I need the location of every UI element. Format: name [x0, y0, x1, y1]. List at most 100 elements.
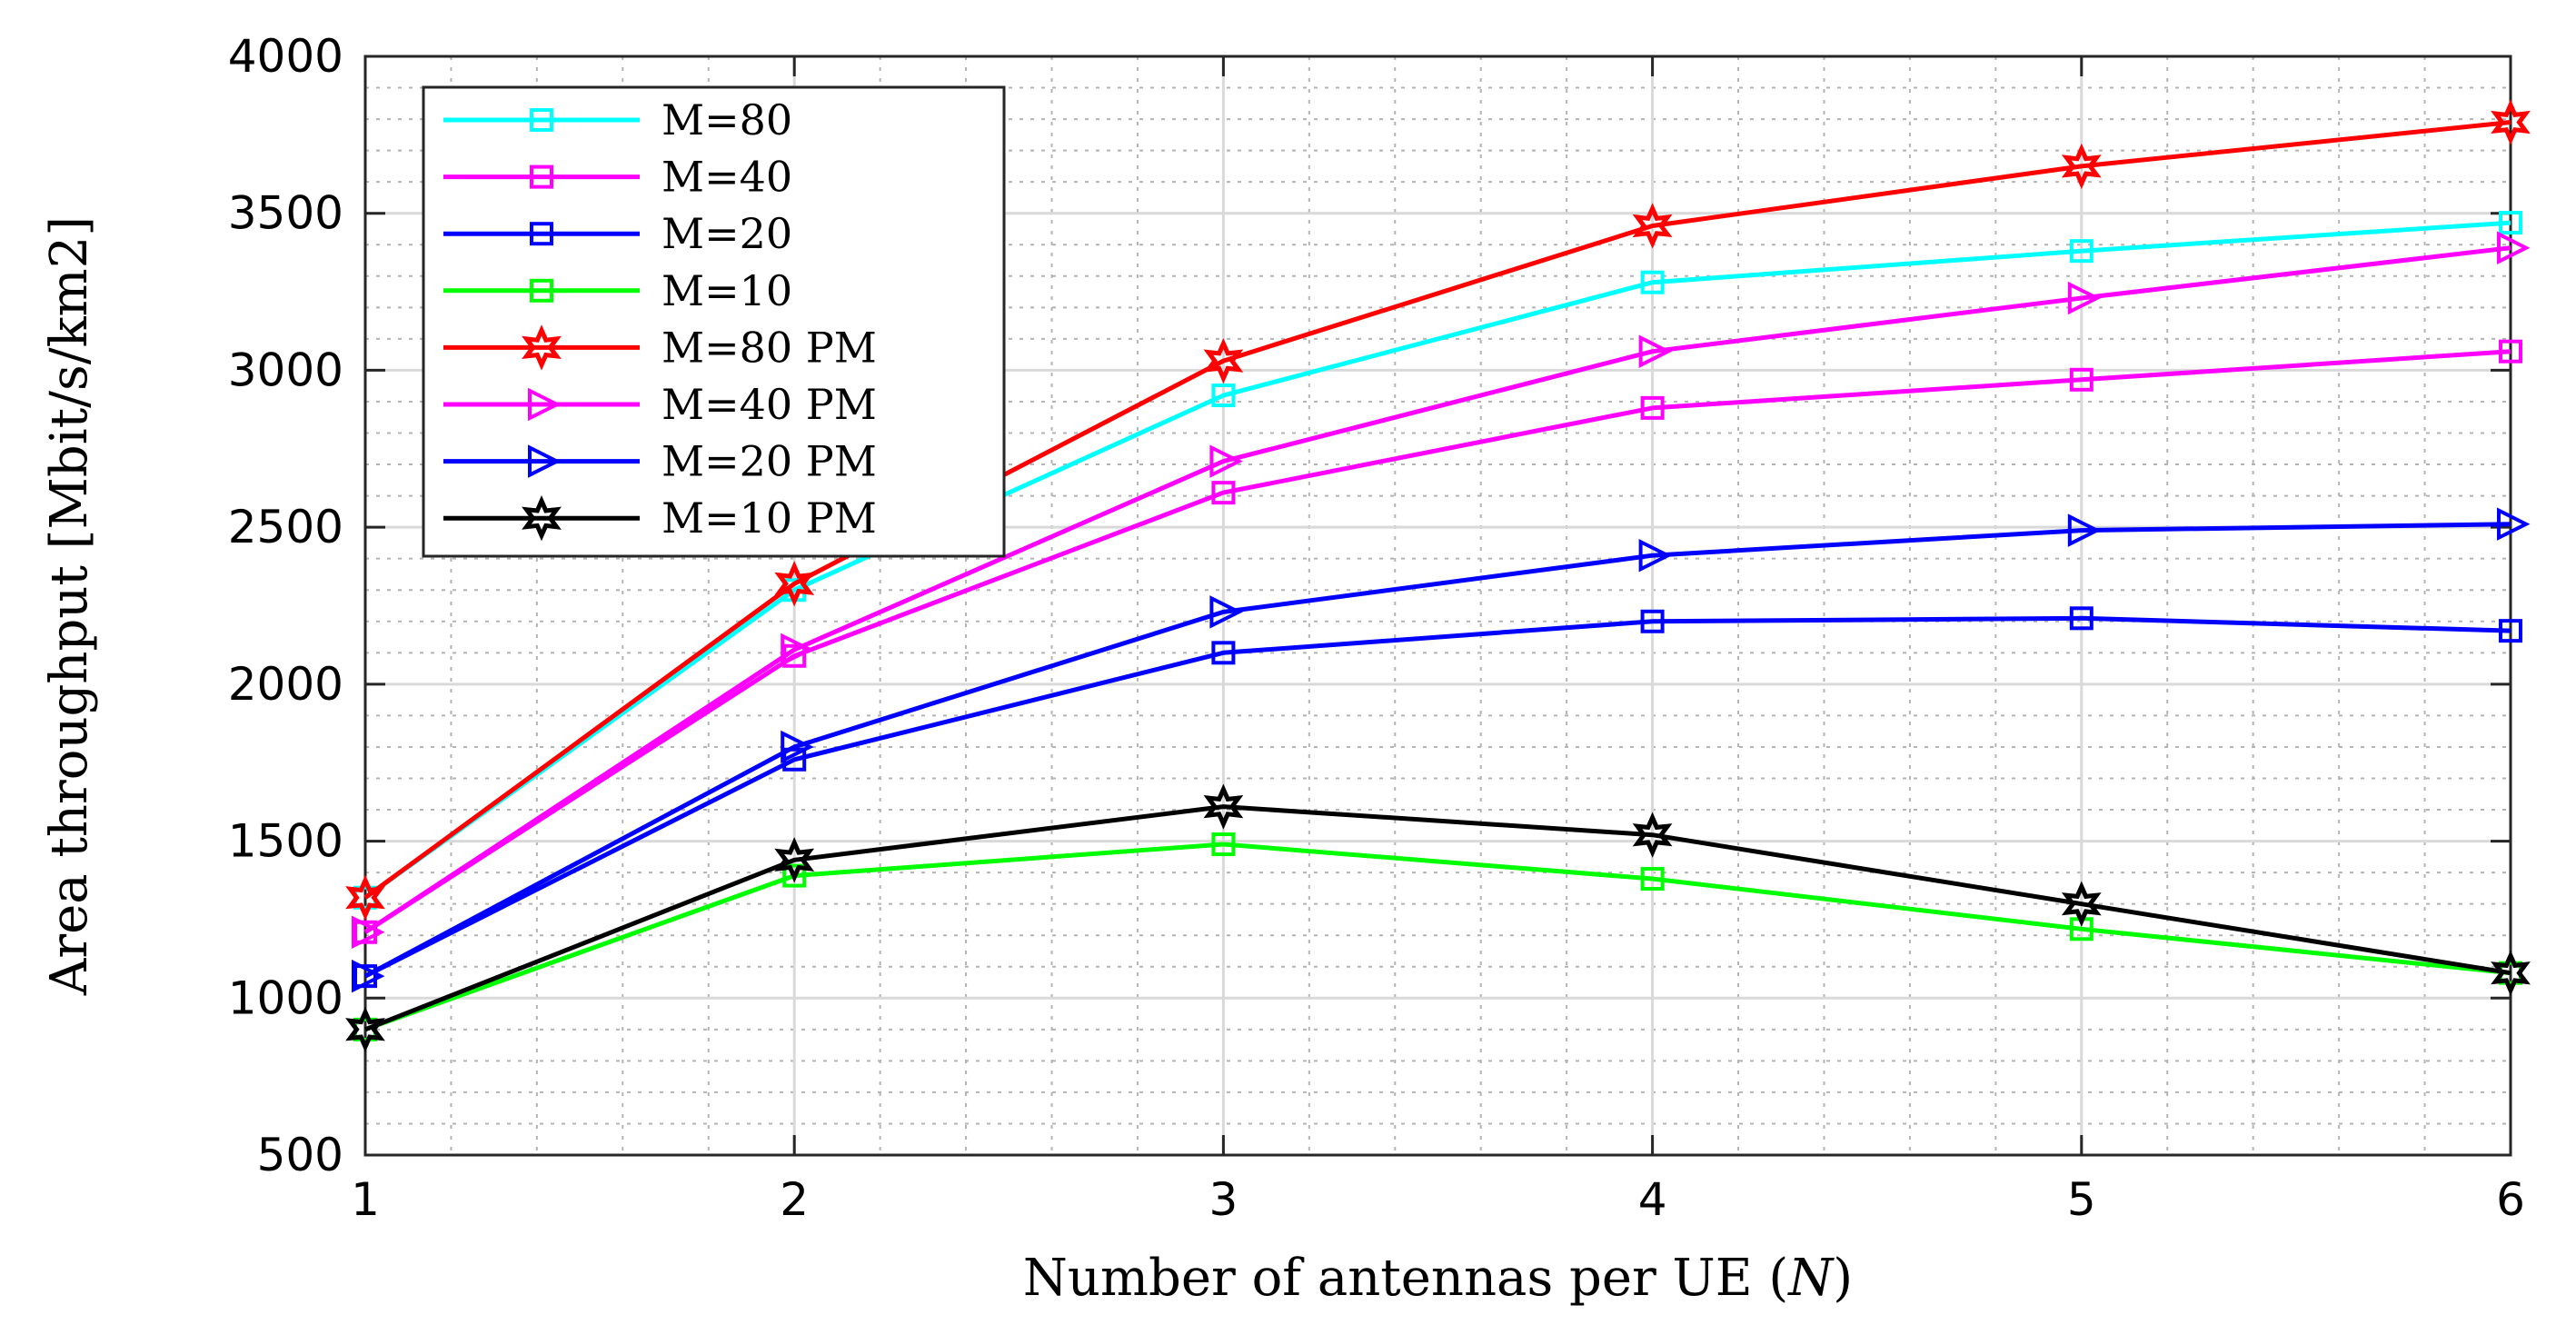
- legend-entry: M=80 PM: [443, 323, 877, 372]
- data-point-marker: [1638, 334, 1673, 368]
- legend-swatch-marker: [522, 494, 562, 542]
- y-axis-title: Area throughput [Mbit/s/km2]: [40, 216, 99, 996]
- legend-entry: M=40 PM: [443, 380, 877, 429]
- legend-label: M=10 PM: [661, 493, 877, 543]
- legend-label: M=80: [661, 95, 792, 144]
- plot-area-frame: [363, 55, 2512, 1157]
- x-tick-label: 3: [1208, 1173, 1238, 1226]
- y-tick-label: 1000: [228, 971, 343, 1024]
- x-axis-title-close: ): [1833, 1249, 1853, 1308]
- legend-entry: M=20 PM: [443, 437, 877, 486]
- y-tick-label: 2000: [228, 658, 343, 711]
- series-line: [363, 349, 2511, 934]
- data-point-marker: [2497, 231, 2531, 264]
- x-axis-title-text: Number of antennas per UE (: [1023, 1249, 1788, 1308]
- data-point-marker: [2069, 606, 2094, 631]
- data-point-marker: [2491, 950, 2531, 996]
- x-axis-title-variable: N: [1786, 1249, 1835, 1308]
- legend-entry: M=10 PM: [443, 493, 877, 543]
- legend-entry: M=20: [443, 209, 792, 258]
- series-m-20-pm: [352, 507, 2531, 993]
- data-point-marker: [2491, 99, 2531, 145]
- legend-label: M=10: [661, 266, 792, 315]
- y-tick-label: 500: [257, 1129, 343, 1181]
- legend-entry: M=80: [443, 95, 792, 144]
- data-point-marker: [352, 959, 385, 993]
- data-point-marker: [345, 874, 385, 921]
- data-point-marker: [352, 915, 385, 949]
- legend-entry: M=40: [443, 153, 792, 202]
- series-line: [363, 615, 2511, 979]
- series-m-40-pm: [352, 231, 2531, 949]
- legend-swatch-marker: [522, 324, 562, 371]
- data-point-marker: [345, 1006, 385, 1052]
- data-point-marker: [2067, 513, 2102, 547]
- data-point-marker: [781, 730, 814, 764]
- series-line: [363, 245, 2511, 934]
- data-point-marker: [1640, 395, 1665, 420]
- data-point-marker: [2067, 281, 2102, 315]
- data-point-marker: [774, 837, 815, 883]
- data-point-marker: [1209, 595, 1243, 629]
- x-tick-label: 1: [351, 1173, 380, 1226]
- data-point-marker: [2499, 211, 2522, 235]
- axis-ticks: 1 2 3 4 5 6 500 1000 1500 2000 2500 3000 3500 4000: [228, 30, 2525, 1226]
- x-tick-label: 5: [2067, 1173, 2096, 1226]
- legend-swatch-marker: [528, 387, 562, 422]
- data-point-marker: [1211, 481, 1236, 505]
- legend-label: M=40: [661, 153, 792, 202]
- data-point-marker: [1211, 832, 1236, 857]
- data-point-marker: [2069, 367, 2094, 392]
- data-point-marker: [2499, 619, 2522, 643]
- legend-swatch-marker: [530, 222, 553, 246]
- series-line: [363, 522, 2511, 979]
- x-tick-label: 4: [1638, 1173, 1667, 1226]
- legend-swatch-marker: [530, 164, 553, 189]
- data-point-marker: [2061, 143, 2102, 190]
- data-point-marker: [2061, 881, 2102, 927]
- data-point-marker: [1211, 641, 1236, 665]
- x-tick-label: 6: [2496, 1173, 2525, 1226]
- series-line: [364, 842, 2511, 1032]
- legend-swatch-marker: [530, 278, 553, 303]
- y-tick-label: 1500: [228, 815, 343, 868]
- y-tick-label: 3000: [228, 344, 343, 396]
- y-tick-label: 4000: [228, 30, 343, 83]
- x-axis-title: Number of antennas per UE (N): [1023, 1249, 1853, 1308]
- series-m-80-pm: [345, 99, 2531, 921]
- y-tick-label: 2500: [228, 501, 343, 553]
- legend-label: M=20: [661, 209, 792, 258]
- data-point-marker: [2497, 507, 2531, 541]
- data-point-marker: [1640, 609, 1665, 633]
- data-point-marker: [1211, 384, 1236, 408]
- y-tick-label: 3500: [228, 187, 343, 240]
- legend-swatch-marker: [528, 444, 562, 478]
- series-line: [363, 220, 2511, 900]
- legend-entry: M=10: [443, 266, 792, 315]
- data-point-marker: [2069, 239, 2094, 264]
- data-point-marker: [1209, 444, 1243, 478]
- data-point-marker: [782, 863, 807, 888]
- data-point-marker: [1203, 337, 1244, 384]
- legend-label: M=40 PM: [661, 380, 877, 429]
- data-point-marker: [1640, 867, 1665, 892]
- data-point-marker: [1632, 203, 1673, 249]
- data-point-marker: [1632, 812, 1673, 858]
- series-m-10-pm: [345, 783, 2531, 1052]
- series-layer: [345, 99, 2531, 1052]
- data-point-marker: [1640, 270, 1665, 294]
- legend: M=80 M=40 M=20 M=10 M=80 PM M=40 PM M=20 PM M=1…: [422, 85, 1006, 558]
- data-point-marker: [2499, 339, 2522, 364]
- data-point-marker: [781, 633, 814, 667]
- data-point-marker: [1203, 783, 1244, 830]
- data-point-marker: [774, 561, 815, 607]
- data-point-marker: [1638, 538, 1673, 573]
- x-tick-label: 2: [780, 1173, 809, 1226]
- series-line: [363, 120, 2511, 900]
- legend-swatch-marker: [530, 108, 553, 132]
- series-line: [364, 804, 2511, 1032]
- legend-box: [422, 85, 1006, 558]
- legend-label: M=80 PM: [661, 323, 877, 372]
